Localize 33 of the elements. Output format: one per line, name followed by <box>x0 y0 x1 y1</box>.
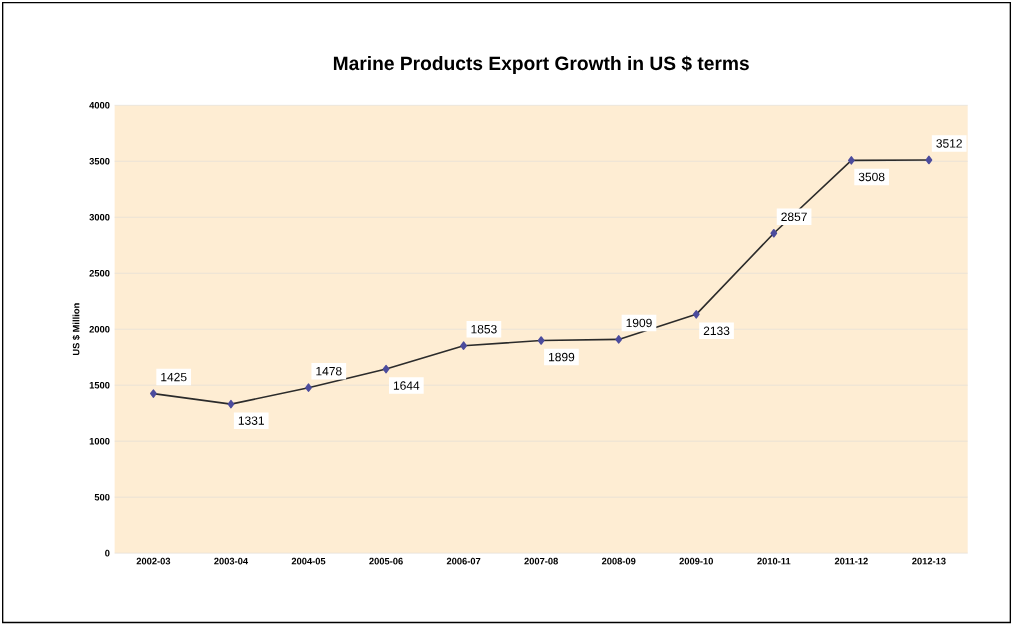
x-tick-label: 2007-08 <box>524 557 558 565</box>
data-label: 1853 <box>471 324 497 334</box>
data-label: 2133 <box>703 326 730 336</box>
y-tick-label: 1500 <box>89 381 110 389</box>
x-tick-label: 2002-03 <box>136 557 171 565</box>
x-tick-label: 2010-11 <box>757 557 791 565</box>
x-tick-label: 2003-04 <box>214 557 249 565</box>
y-tick-label: 500 <box>94 493 110 501</box>
x-tick-label: 2008-09 <box>601 557 636 565</box>
data-label: 1425 <box>161 372 187 382</box>
x-tick-label: 2009-10 <box>679 557 713 565</box>
data-label: 1909 <box>626 318 652 328</box>
y-tick-label: 2500 <box>89 269 110 277</box>
y-tick-label: 2000 <box>89 325 110 333</box>
y-tick-label: 1000 <box>89 437 110 445</box>
y-tick-label: 4000 <box>89 101 110 109</box>
y-tick-label: 3000 <box>89 213 110 221</box>
y-tick-label: 3500 <box>89 157 110 165</box>
x-tick-label: 2006-07 <box>446 557 481 565</box>
data-label: 3508 <box>858 172 885 182</box>
data-label: 3512 <box>936 139 962 148</box>
x-tick-label: 2011-12 <box>834 557 868 565</box>
y-tick-label: 0 <box>105 549 110 557</box>
x-tick-label: 2012-13 <box>912 557 946 565</box>
x-tick-label: 2005-06 <box>369 557 403 565</box>
y-axis-title: US $ Million <box>72 303 81 356</box>
data-label: 2857 <box>781 212 807 221</box>
data-label: 1644 <box>393 381 420 390</box>
data-label: 1478 <box>316 366 342 376</box>
data-label: 1899 <box>549 352 575 362</box>
chart-title: Marine Products Export Growth in US $ terms <box>333 55 749 74</box>
data-label: 1331 <box>238 416 264 425</box>
x-tick-label: 2004-05 <box>291 557 326 565</box>
